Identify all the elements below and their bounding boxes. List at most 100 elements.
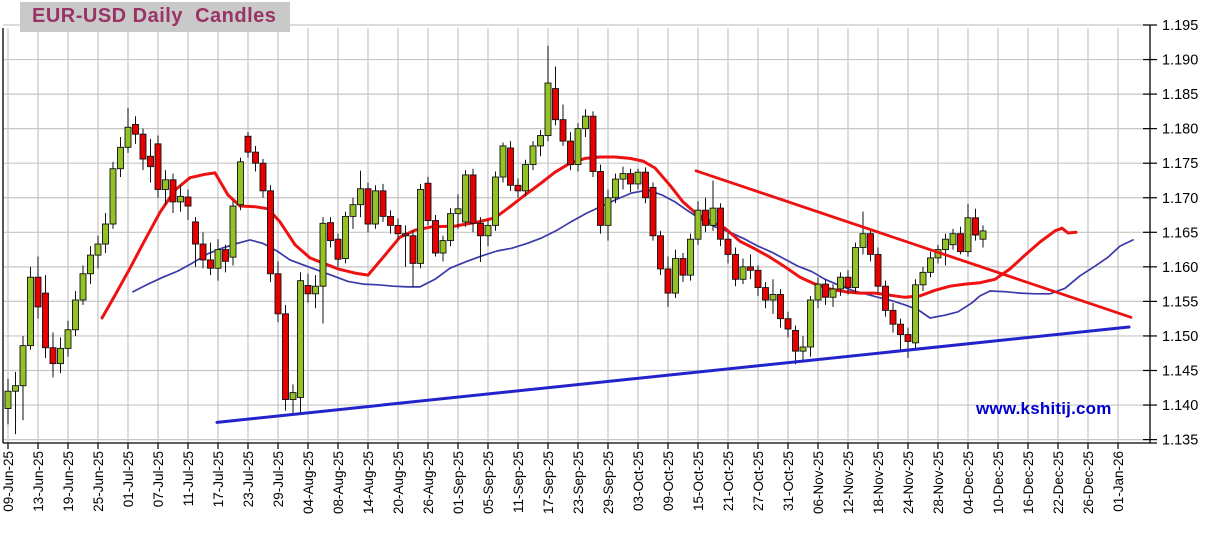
candle-bearish xyxy=(147,155,154,168)
candle-bullish xyxy=(537,135,544,147)
y-axis-label: 1.180 xyxy=(1162,122,1198,138)
candle-bearish xyxy=(589,115,597,172)
candle-bullish xyxy=(124,126,132,148)
x-axis-label: 28-Nov-25 xyxy=(931,451,946,514)
candle-bullish xyxy=(319,222,327,287)
x-axis-label: 06-Nov-25 xyxy=(811,451,826,514)
candle-bullish xyxy=(57,347,64,365)
y-axis-label: 1.155 xyxy=(1162,294,1198,310)
candle-bullish xyxy=(19,345,27,387)
x-axis-label: 25-Jun-25 xyxy=(91,451,106,512)
candle-bullish xyxy=(694,209,702,240)
x-axis-label: 09-Jun-25 xyxy=(1,451,16,512)
candle-bearish xyxy=(259,162,267,192)
candle-bullish xyxy=(852,247,859,289)
slow-ma-line xyxy=(132,189,1134,319)
candle-bearish xyxy=(597,171,604,226)
x-axis-label: 04-Dec-25 xyxy=(961,451,976,514)
y-axis-label: 1.190 xyxy=(1162,53,1198,69)
candle-bearish xyxy=(642,171,649,199)
candle-bearish xyxy=(274,273,282,315)
candle-bullish xyxy=(942,238,949,251)
x-axis-label: 17-Sep-25 xyxy=(541,451,556,514)
candle-bullish xyxy=(297,280,304,398)
candle-bullish xyxy=(462,174,469,223)
x-axis-label: 11-Sep-25 xyxy=(511,451,526,513)
y-axis-label: 1.175 xyxy=(1162,156,1198,172)
candle-bullish xyxy=(814,283,822,301)
candle-bearish xyxy=(957,233,964,253)
candle-bearish xyxy=(514,184,522,192)
resistance-trendline xyxy=(694,169,1133,319)
candle-bullish xyxy=(739,266,747,280)
candle-bearish xyxy=(42,292,49,349)
candle-bearish xyxy=(972,217,979,236)
candle-bullish xyxy=(522,164,529,192)
candle-bearish xyxy=(469,174,477,224)
candle-bullish xyxy=(72,299,79,331)
candle-bearish xyxy=(327,222,334,242)
x-axis-label: 04-Aug-25 xyxy=(301,451,316,514)
candle-bearish xyxy=(702,209,709,226)
candle-bearish xyxy=(792,329,799,352)
candle-bearish xyxy=(477,222,484,237)
x-axis-label: 13-Jun-25 xyxy=(31,451,46,512)
candle-bullish xyxy=(109,168,117,225)
candle-bullish xyxy=(912,284,919,344)
candle-bullish xyxy=(12,385,19,392)
candle-bearish xyxy=(747,266,754,271)
candle-bearish xyxy=(282,313,289,400)
candle-bearish xyxy=(507,147,514,186)
candle-bullish xyxy=(27,276,34,347)
x-axis-label: 17-Jul-25 xyxy=(211,451,226,507)
x-axis-label: 09-Oct-25 xyxy=(661,451,676,511)
candle-bearish xyxy=(409,235,417,264)
y-axis-label: 1.150 xyxy=(1162,329,1198,345)
candle-bullish xyxy=(604,197,612,226)
candle-bullish xyxy=(492,176,499,226)
candle-bearish xyxy=(559,119,567,142)
y-axis-label: 1.135 xyxy=(1162,433,1198,449)
candle-bearish xyxy=(627,173,634,185)
candle-bearish xyxy=(222,249,229,262)
candle-bullish xyxy=(342,215,349,260)
x-axis-label: 23-Jul-25 xyxy=(241,451,256,507)
candle-bearish xyxy=(34,276,42,308)
fast-ma-line xyxy=(100,155,1078,320)
watermark-text: www.kshitij.com xyxy=(976,399,1112,418)
x-axis-label: 07-Jul-25 xyxy=(151,451,166,507)
y-axis-label: 1.140 xyxy=(1162,398,1198,414)
candle-bullish xyxy=(289,392,297,400)
candle-bearish xyxy=(762,287,769,301)
candle-bearish xyxy=(882,285,889,311)
candle-bullish xyxy=(447,213,454,242)
candle-bearish xyxy=(192,221,199,245)
candle-bullish xyxy=(927,257,934,273)
candle-bullish xyxy=(799,346,807,352)
candle-bullish xyxy=(439,240,447,254)
candle-bullish xyxy=(484,224,492,237)
candle-bullish xyxy=(117,146,124,170)
y-axis-label: 1.185 xyxy=(1162,87,1198,103)
candle-bearish xyxy=(432,220,439,254)
candle-bullish xyxy=(237,161,244,206)
candle-bullish xyxy=(214,249,222,269)
candle-bullish xyxy=(177,195,184,203)
candle-bullish xyxy=(837,276,844,290)
candle-bearish xyxy=(154,143,162,190)
candle-bullish xyxy=(64,329,72,349)
candle-bullish xyxy=(454,208,462,215)
candle-bullish xyxy=(919,271,927,286)
candle-bearish xyxy=(304,285,312,295)
y-axis-label: 1.160 xyxy=(1162,260,1198,276)
candle-bearish xyxy=(139,133,147,160)
candle-bullish xyxy=(102,223,109,245)
x-axis-label: 19-Jun-25 xyxy=(61,451,76,512)
candle-bullish xyxy=(807,299,814,348)
candle-bearish xyxy=(49,347,57,365)
x-axis-label: 12-Nov-25 xyxy=(841,451,856,514)
candle-bearish xyxy=(754,269,762,289)
chart-title-box: EUR-USD Daily Candles xyxy=(20,2,291,32)
